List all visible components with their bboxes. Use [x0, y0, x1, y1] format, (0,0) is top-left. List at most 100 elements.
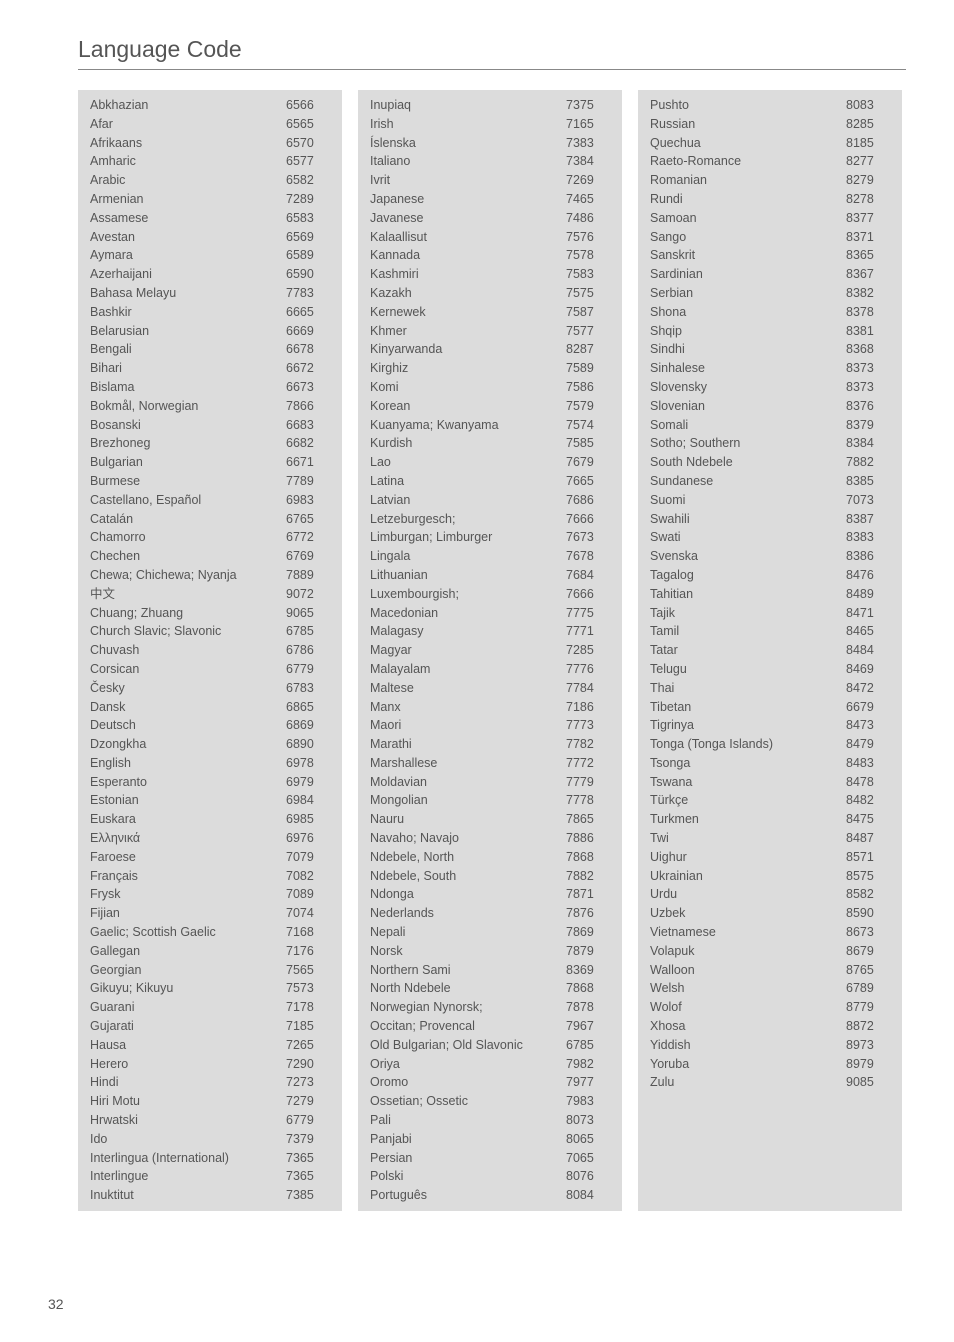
- language-row: Wolof8779: [638, 998, 902, 1017]
- language-name: Russian: [650, 115, 846, 134]
- language-row: Russian8285: [638, 115, 902, 134]
- language-name: Svenska: [650, 547, 846, 566]
- language-name: Walloon: [650, 961, 846, 980]
- language-code: 7575: [566, 284, 610, 303]
- language-code: 8084: [566, 1186, 610, 1205]
- language-row: Persian7065: [358, 1149, 622, 1168]
- language-code: 7379: [286, 1130, 330, 1149]
- language-name: Malayalam: [370, 660, 566, 679]
- language-name: Twi: [650, 829, 846, 848]
- language-row: Khmer7577: [358, 322, 622, 341]
- language-code: 6665: [286, 303, 330, 322]
- language-row: Amharic6577: [78, 152, 342, 171]
- language-code: 6984: [286, 791, 330, 810]
- language-name: Kinyarwanda: [370, 340, 566, 359]
- language-name: Khmer: [370, 322, 566, 341]
- language-code: 8367: [846, 265, 890, 284]
- language-row: Bengali6678: [78, 340, 342, 359]
- language-name: Nederlands: [370, 904, 566, 923]
- language-row: Armenian7289: [78, 190, 342, 209]
- language-name: Castellano, Español: [90, 491, 286, 510]
- language-name: Tajik: [650, 604, 846, 623]
- language-row: Ndebele, North7868: [358, 848, 622, 867]
- language-name: Kashmiri: [370, 265, 566, 284]
- language-code: 8083: [846, 96, 890, 115]
- language-name: Bosanski: [90, 416, 286, 435]
- language-name: Bislama: [90, 378, 286, 397]
- language-name: Nepali: [370, 923, 566, 942]
- language-name: Manx: [370, 698, 566, 717]
- language-name: Suomi: [650, 491, 846, 510]
- language-name: Yoruba: [650, 1055, 846, 1074]
- language-code: 7869: [566, 923, 610, 942]
- language-name: Welsh: [650, 979, 846, 998]
- language-name: Armenian: [90, 190, 286, 209]
- language-code: 8368: [846, 340, 890, 359]
- language-name: Ndebele, North: [370, 848, 566, 867]
- language-code: 8385: [846, 472, 890, 491]
- language-name: Herero: [90, 1055, 286, 1074]
- language-row: Nederlands7876: [358, 904, 622, 923]
- language-code: 8679: [846, 942, 890, 961]
- language-row: Latina7665: [358, 472, 622, 491]
- language-code: 7465: [566, 190, 610, 209]
- language-code: 7065: [566, 1149, 610, 1168]
- language-row: Letzeburgesch;7666: [358, 510, 622, 529]
- language-row: Shqip8381: [638, 322, 902, 341]
- language-row: Ossetian; Ossetic7983: [358, 1092, 622, 1111]
- language-row: Javanese7486: [358, 209, 622, 228]
- language-code: 6786: [286, 641, 330, 660]
- language-row: Irish7165: [358, 115, 622, 134]
- language-code: 7089: [286, 885, 330, 904]
- language-code: 7868: [566, 848, 610, 867]
- language-code: 6890: [286, 735, 330, 754]
- language-row: Occitan; Provencal7967: [358, 1017, 622, 1036]
- language-row: Urdu8582: [638, 885, 902, 904]
- language-row: Marathi7782: [358, 735, 622, 754]
- language-code: 6779: [286, 660, 330, 679]
- language-row: Chamorro6772: [78, 528, 342, 547]
- language-code: 7168: [286, 923, 330, 942]
- language-row: Serbian8382: [638, 284, 902, 303]
- language-code: 8483: [846, 754, 890, 773]
- language-name: Português: [370, 1186, 566, 1205]
- language-code: 7082: [286, 867, 330, 886]
- language-name: Tonga (Tonga Islands): [650, 735, 846, 754]
- language-name: Norwegian Nynorsk;: [370, 998, 566, 1017]
- language-name: Kuanyama; Kwanyama: [370, 416, 566, 435]
- language-name: Uzbek: [650, 904, 846, 923]
- language-code: 7865: [566, 810, 610, 829]
- language-code: 6976: [286, 829, 330, 848]
- language-name: Frysk: [90, 885, 286, 904]
- language-row: Malagasy7771: [358, 622, 622, 641]
- language-code: 7673: [566, 528, 610, 547]
- language-code: 7573: [286, 979, 330, 998]
- language-row: Tonga (Tonga Islands)8479: [638, 735, 902, 754]
- language-row: Ελληνικά6976: [78, 829, 342, 848]
- language-code: 7186: [566, 698, 610, 717]
- language-code: 8476: [846, 566, 890, 585]
- language-row: Português8084: [358, 1186, 622, 1205]
- language-row: Sinhalese8373: [638, 359, 902, 378]
- language-code: 7666: [566, 510, 610, 529]
- language-code: 6979: [286, 773, 330, 792]
- language-row: Arabic6582: [78, 171, 342, 190]
- language-row: Rundi8278: [638, 190, 902, 209]
- language-row: Dansk6865: [78, 698, 342, 717]
- language-code: 6785: [286, 622, 330, 641]
- language-row: Welsh6789: [638, 979, 902, 998]
- language-name: Bulgarian: [90, 453, 286, 472]
- language-code: 7882: [846, 453, 890, 472]
- language-name: Romanian: [650, 171, 846, 190]
- language-row: Twi8487: [638, 829, 902, 848]
- language-code: 8489: [846, 585, 890, 604]
- language-code: 7784: [566, 679, 610, 698]
- language-code: 7289: [286, 190, 330, 209]
- language-code: 6772: [286, 528, 330, 547]
- language-name: Limburgan; Limburger: [370, 528, 566, 547]
- language-row: Hrwatski6779: [78, 1111, 342, 1130]
- language-code: 8076: [566, 1167, 610, 1186]
- language-row: Sindhi8368: [638, 340, 902, 359]
- language-name: Tamil: [650, 622, 846, 641]
- language-code: 7967: [566, 1017, 610, 1036]
